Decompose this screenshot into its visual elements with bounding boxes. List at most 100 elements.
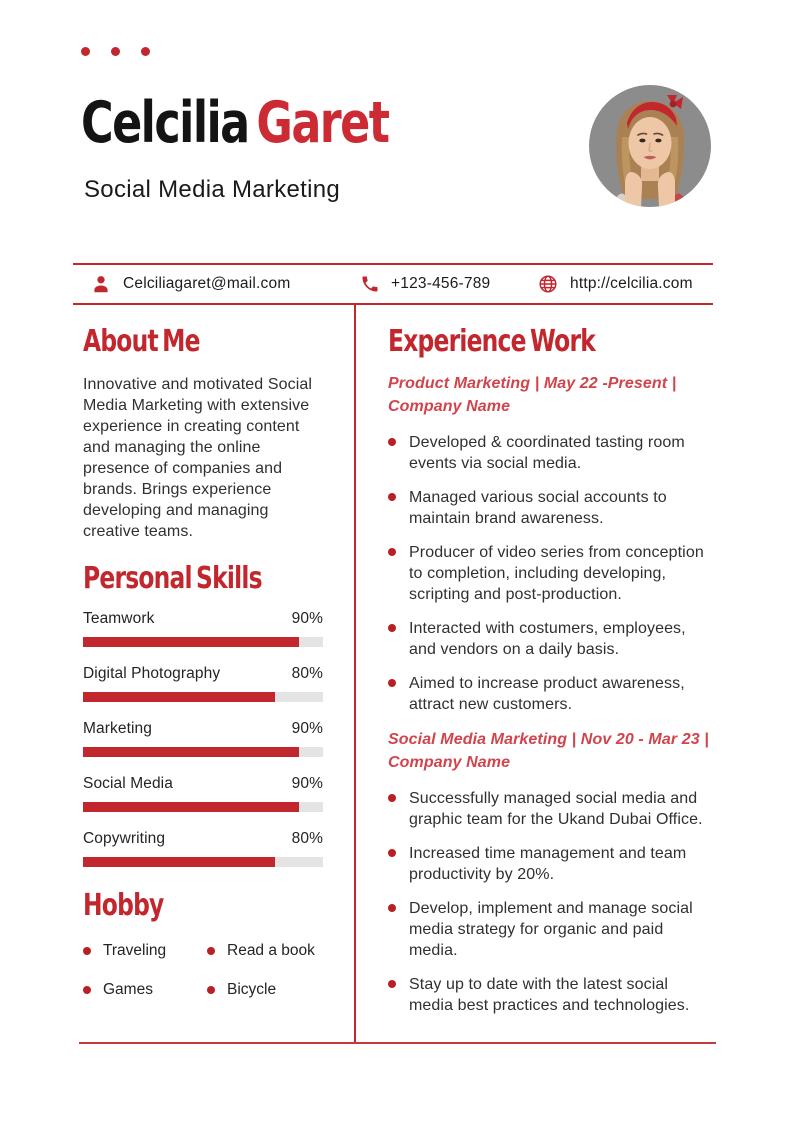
hobby-label: Read a book bbox=[227, 941, 315, 959]
bullet-dot-icon bbox=[388, 492, 396, 501]
skill-percent: 90% bbox=[291, 610, 323, 627]
right-column: Experience Work Product Marketing | May … bbox=[388, 324, 713, 1029]
bullet-text: Managed various social accounts to maint… bbox=[409, 488, 667, 527]
bullet-text: Developed & coordinated tasting room eve… bbox=[409, 433, 685, 472]
bullet-dot-icon bbox=[388, 793, 396, 802]
website-item[interactable]: http://celcilia.com bbox=[537, 265, 693, 303]
first-name: Celcilia bbox=[81, 90, 250, 156]
bullet-dot-icon bbox=[388, 979, 396, 988]
skill-row: Digital Photography 80% bbox=[83, 665, 323, 702]
job-heading: Social Media Marketing | Nov 20 - Mar 23… bbox=[388, 730, 709, 771]
skill-percent: 80% bbox=[291, 830, 323, 847]
skill-bar-track bbox=[83, 692, 323, 702]
hobby-item: Read a book bbox=[207, 942, 323, 960]
skill-bar-fill bbox=[83, 802, 299, 812]
experience-bullet-item: Aimed to increase product awareness, att… bbox=[388, 673, 713, 715]
skill-percent: 80% bbox=[291, 665, 323, 682]
dot-icon bbox=[111, 47, 120, 56]
email-text: Celciliagaret@mail.com bbox=[123, 275, 291, 292]
bullet-text: Producer of video series from conception… bbox=[409, 543, 704, 603]
globe-icon bbox=[539, 275, 557, 293]
avatar-image bbox=[589, 85, 711, 207]
decorative-dots bbox=[81, 47, 150, 56]
bullet-text: Develop, implement and manage social med… bbox=[409, 899, 693, 959]
bullet-text: Successfully managed social media and gr… bbox=[409, 789, 703, 828]
job-bullet-list: Successfully managed social media and gr… bbox=[388, 788, 713, 1016]
dot-icon bbox=[81, 47, 90, 56]
skill-row: Social Media 90% bbox=[83, 775, 323, 812]
about-section-title: About Me bbox=[83, 324, 201, 359]
skills-section-title: Personal Skills bbox=[83, 560, 263, 596]
hobby-section-title: Hobby bbox=[83, 888, 164, 923]
phone-text: +123-456-789 bbox=[391, 275, 491, 292]
bullet-text: Stay up to date with the latest social m… bbox=[409, 975, 690, 1014]
last-name: Garet bbox=[256, 90, 390, 156]
skill-percent: 90% bbox=[291, 775, 323, 792]
left-column: About Me Innovative and motivated Social… bbox=[83, 324, 323, 999]
contact-bar: Celciliagaret@mail.com +123-456-789 http… bbox=[73, 263, 713, 305]
job-entry: Product Marketing | May 22 -Present | Co… bbox=[388, 372, 713, 715]
hobby-label: Traveling bbox=[103, 941, 167, 959]
page-title: Celcilia Garet bbox=[81, 90, 390, 156]
skill-row: Teamwork 90% bbox=[83, 610, 323, 647]
job-entry: Social Media Marketing | Nov 20 - Mar 23… bbox=[388, 728, 713, 1016]
experience-bullet-item: Increased time management and team produ… bbox=[388, 843, 713, 885]
skill-bar-fill bbox=[83, 692, 275, 702]
skill-label: Teamwork bbox=[83, 610, 155, 627]
hobby-item: Bicycle bbox=[207, 981, 323, 999]
phone-icon bbox=[362, 276, 378, 292]
hobby-list: Traveling Read a book Games Bicycle bbox=[83, 942, 323, 999]
bullet-dot-icon bbox=[388, 678, 396, 687]
skill-bar-fill bbox=[83, 747, 299, 757]
experience-bullet-item: Producer of video series from conception… bbox=[388, 542, 713, 605]
experience-bullet-item: Stay up to date with the latest social m… bbox=[388, 974, 713, 1016]
skill-row: Marketing 90% bbox=[83, 720, 323, 757]
profile-photo bbox=[589, 85, 711, 207]
skill-bar-track bbox=[83, 802, 323, 812]
experience-section-title: Experience Work bbox=[388, 324, 596, 359]
bullet-text: Aimed to increase product awareness, att… bbox=[409, 674, 685, 713]
bullet-dot-icon bbox=[388, 547, 396, 556]
bullet-text: Interacted with costumers, employees, an… bbox=[409, 619, 686, 658]
experience-bullet-item: Managed various social accounts to maint… bbox=[388, 487, 713, 529]
skill-row: Copywriting 80% bbox=[83, 830, 323, 867]
about-text: Innovative and motivated Social Media Ma… bbox=[83, 375, 313, 540]
skill-bar-track bbox=[83, 747, 323, 757]
experience-bullet-item: Interacted with costumers, employees, an… bbox=[388, 618, 713, 660]
skill-bar-track bbox=[83, 857, 323, 867]
dot-icon bbox=[141, 47, 150, 56]
profession-subtitle: Social Media Marketing bbox=[84, 176, 341, 203]
bullet-dot-icon bbox=[83, 946, 91, 955]
skill-bar-fill bbox=[83, 637, 299, 647]
bullet-dot-icon bbox=[207, 985, 215, 994]
bullet-dot-icon bbox=[388, 623, 396, 632]
bullet-dot-icon bbox=[83, 985, 91, 994]
email-item[interactable]: Celciliagaret@mail.com bbox=[90, 265, 290, 303]
hobby-item: Games bbox=[83, 981, 207, 999]
person-icon bbox=[94, 276, 108, 293]
bullet-dot-icon bbox=[207, 946, 215, 955]
bullet-dot-icon bbox=[388, 848, 396, 857]
skill-bar-fill bbox=[83, 857, 275, 867]
hobby-item: Traveling bbox=[83, 942, 207, 960]
hobby-label: Bicycle bbox=[227, 980, 277, 998]
bullet-dot-icon bbox=[388, 903, 396, 912]
skill-percent: 90% bbox=[291, 720, 323, 737]
experience-bullet-item: Develop, implement and manage social med… bbox=[388, 898, 713, 961]
skill-label: Marketing bbox=[83, 720, 152, 737]
experience-bullet-item: Successfully managed social media and gr… bbox=[388, 788, 713, 830]
experience-bullet-item: Developed & coordinated tasting room eve… bbox=[388, 432, 713, 474]
footer-divider bbox=[79, 1042, 716, 1044]
skill-label: Copywriting bbox=[83, 830, 166, 847]
skills-list: Teamwork 90% Digital Photography 80% bbox=[83, 610, 323, 867]
hobby-label: Games bbox=[103, 980, 153, 998]
column-divider bbox=[354, 305, 356, 1042]
phone-item[interactable]: +123-456-789 bbox=[360, 265, 490, 303]
skill-label: Digital Photography bbox=[83, 665, 221, 682]
skill-bar-track bbox=[83, 637, 323, 647]
job-bullet-list: Developed & coordinated tasting room eve… bbox=[388, 432, 713, 715]
bullet-dot-icon bbox=[388, 437, 396, 446]
website-text: http://celcilia.com bbox=[570, 275, 693, 292]
bullet-text: Increased time management and team produ… bbox=[409, 844, 687, 883]
